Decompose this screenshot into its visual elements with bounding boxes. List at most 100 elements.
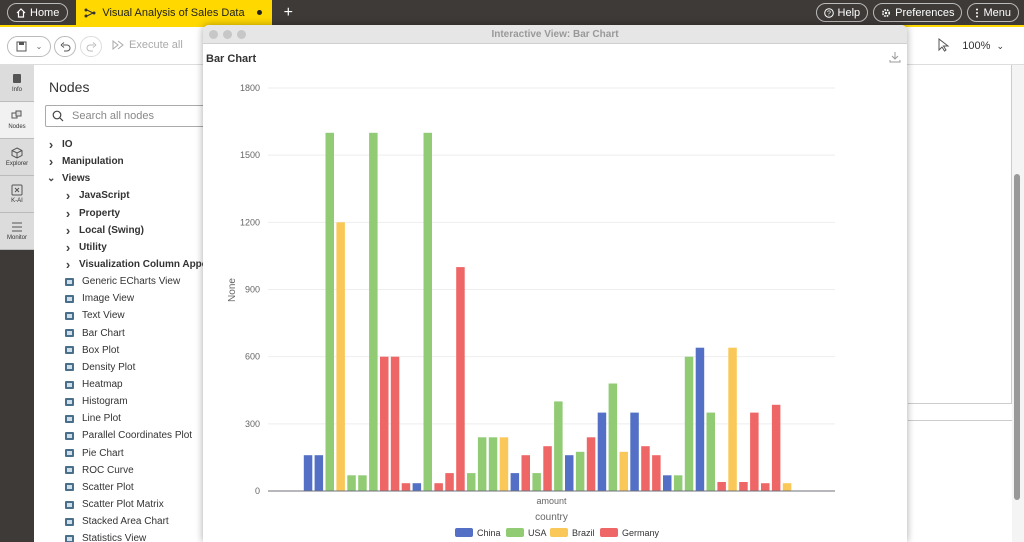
tree-category[interactable]: › JavaScript <box>34 187 234 204</box>
tree-item-label: Views <box>62 173 91 185</box>
undo-icon <box>60 41 70 51</box>
rail-item-monitor[interactable]: Monitor <box>0 213 34 250</box>
tree-category[interactable]: › Local (Swing) <box>34 222 234 239</box>
tree-node[interactable]: Statistics View <box>34 530 234 542</box>
workflow-tab[interactable]: Visual Analysis of Sales Data <box>76 0 272 25</box>
view-node-icon <box>65 500 74 509</box>
bar-germany <box>652 455 661 491</box>
chevron-right-icon[interactable]: › <box>65 239 71 255</box>
bar-china <box>630 412 639 491</box>
tree-node[interactable]: Scatter Plot Matrix <box>34 496 234 513</box>
rail-item-info[interactable]: Info <box>0 65 34 102</box>
tree-item-label: Pie Chart <box>82 447 124 459</box>
download-icon[interactable] <box>889 51 901 63</box>
tree-item-label: Text View <box>82 310 125 322</box>
chevron-right-icon[interactable]: › <box>48 154 54 170</box>
tree-node[interactable]: Histogram <box>34 393 234 410</box>
window-close-button[interactable] <box>209 30 218 39</box>
tree-node[interactable]: Scatter Plot <box>34 479 234 496</box>
view-node-icon <box>65 380 74 389</box>
nodes-icon <box>11 110 22 119</box>
tree-category[interactable]: › Visualization Column Appender <box>34 256 234 273</box>
tree-node[interactable]: ROC Curve <box>34 462 234 479</box>
tree-category[interactable]: › Utility <box>34 239 234 256</box>
legend-label-usa: USA <box>528 528 547 538</box>
tree-node[interactable]: Generic ECharts View <box>34 273 234 290</box>
select-mode-icon[interactable] <box>938 38 950 52</box>
home-icon <box>16 7 26 18</box>
chevron-right-icon[interactable]: › <box>48 137 54 153</box>
tree-node[interactable]: Line Plot <box>34 410 234 427</box>
home-button[interactable]: Home <box>7 3 69 22</box>
bar-usa <box>347 475 356 491</box>
bar-germany <box>761 483 770 491</box>
window-minimize-button[interactable] <box>223 30 232 39</box>
view-node-icon <box>65 311 74 320</box>
nodes-panel: Nodes ›IO›Manipulation⌄Views›JavaScript›… <box>34 65 235 542</box>
bar-germany <box>390 356 400 491</box>
bar-germany <box>543 446 552 491</box>
new-tab-button[interactable]: + <box>283 3 293 21</box>
search-input[interactable] <box>72 110 222 122</box>
rail-item-k-ai[interactable]: K-AI <box>0 176 34 213</box>
bar-brazil <box>782 483 792 491</box>
chevron-right-icon[interactable]: › <box>65 257 71 273</box>
window-titlebar: Interactive View: Bar Chart <box>203 25 907 44</box>
save-button[interactable]: ⌄ <box>7 36 51 57</box>
canvas-scrollbar-thumb[interactable] <box>1014 174 1020 500</box>
zoom-dropdown[interactable]: 100% ⌄ <box>962 40 1004 52</box>
tree-node[interactable]: Bar Chart <box>34 325 234 342</box>
chevron-right-icon[interactable]: › <box>65 222 71 238</box>
view-node-icon <box>65 363 74 372</box>
tree-item-label: Visualization Column Appender <box>79 259 230 271</box>
y-tick-label: 900 <box>245 285 260 295</box>
legend-swatch-china <box>455 528 473 537</box>
bar-usa <box>608 383 618 491</box>
tree-item-label: Scatter Plot Matrix <box>82 499 164 511</box>
tree-node[interactable]: Parallel Coordinates Plot <box>34 427 234 444</box>
bar-usa <box>673 475 683 491</box>
tree-node[interactable]: Density Plot <box>34 359 234 376</box>
chevron-down-icon[interactable]: ⌄ <box>47 173 56 185</box>
search-box[interactable] <box>45 105 235 127</box>
preferences-button[interactable]: Preferences <box>873 3 963 22</box>
rail-item-nodes[interactable]: Nodes <box>0 102 34 139</box>
undo-button[interactable] <box>54 36 76 57</box>
rail-item-explorer[interactable]: Explorer <box>0 139 34 176</box>
tree-item-label: Box Plot <box>82 344 120 356</box>
legend-swatch-brazil <box>550 528 568 537</box>
window-maximize-button[interactable] <box>237 30 246 39</box>
search-icon <box>52 110 64 122</box>
execute-all-label: Execute all <box>129 39 183 51</box>
save-icon <box>16 41 27 52</box>
tree-category[interactable]: › IO <box>34 136 234 153</box>
bar-usa <box>532 473 541 491</box>
tree-node[interactable]: Image View <box>34 290 234 307</box>
bar-usa <box>706 412 715 491</box>
chevron-right-icon[interactable]: › <box>65 188 71 204</box>
bar-china <box>314 455 324 491</box>
bar-usa <box>358 475 367 491</box>
execute-all-icon <box>112 40 124 50</box>
execute-all-button[interactable]: Execute all <box>112 39 183 51</box>
bar-chart: 0 300 600 900 1200 1500 1800 amount country None C… <box>227 83 835 538</box>
tree-node[interactable]: Text View <box>34 307 234 324</box>
tree-category[interactable]: › Property <box>34 205 234 222</box>
tree-node[interactable]: Stacked Area Chart <box>34 513 234 530</box>
menu-button[interactable]: Menu <box>967 3 1019 22</box>
redo-icon <box>86 41 96 51</box>
tree-category[interactable]: › Manipulation <box>34 153 234 170</box>
preferences-label: Preferences <box>895 6 955 19</box>
tree-node[interactable]: Box Plot <box>34 342 234 359</box>
bar-china <box>412 483 422 491</box>
tree-category[interactable]: ⌄ Views <box>34 170 234 187</box>
tree-node[interactable]: Heatmap <box>34 376 234 393</box>
bar-usa <box>325 132 334 492</box>
view-node-icon <box>65 431 74 440</box>
bar-germany <box>434 483 443 491</box>
chevron-right-icon[interactable]: › <box>65 205 71 221</box>
tree-node[interactable]: Pie Chart <box>34 445 234 462</box>
redo-button[interactable] <box>80 36 102 57</box>
help-button[interactable]: ? Help <box>815 3 869 22</box>
legend-label-china: China <box>477 528 501 538</box>
